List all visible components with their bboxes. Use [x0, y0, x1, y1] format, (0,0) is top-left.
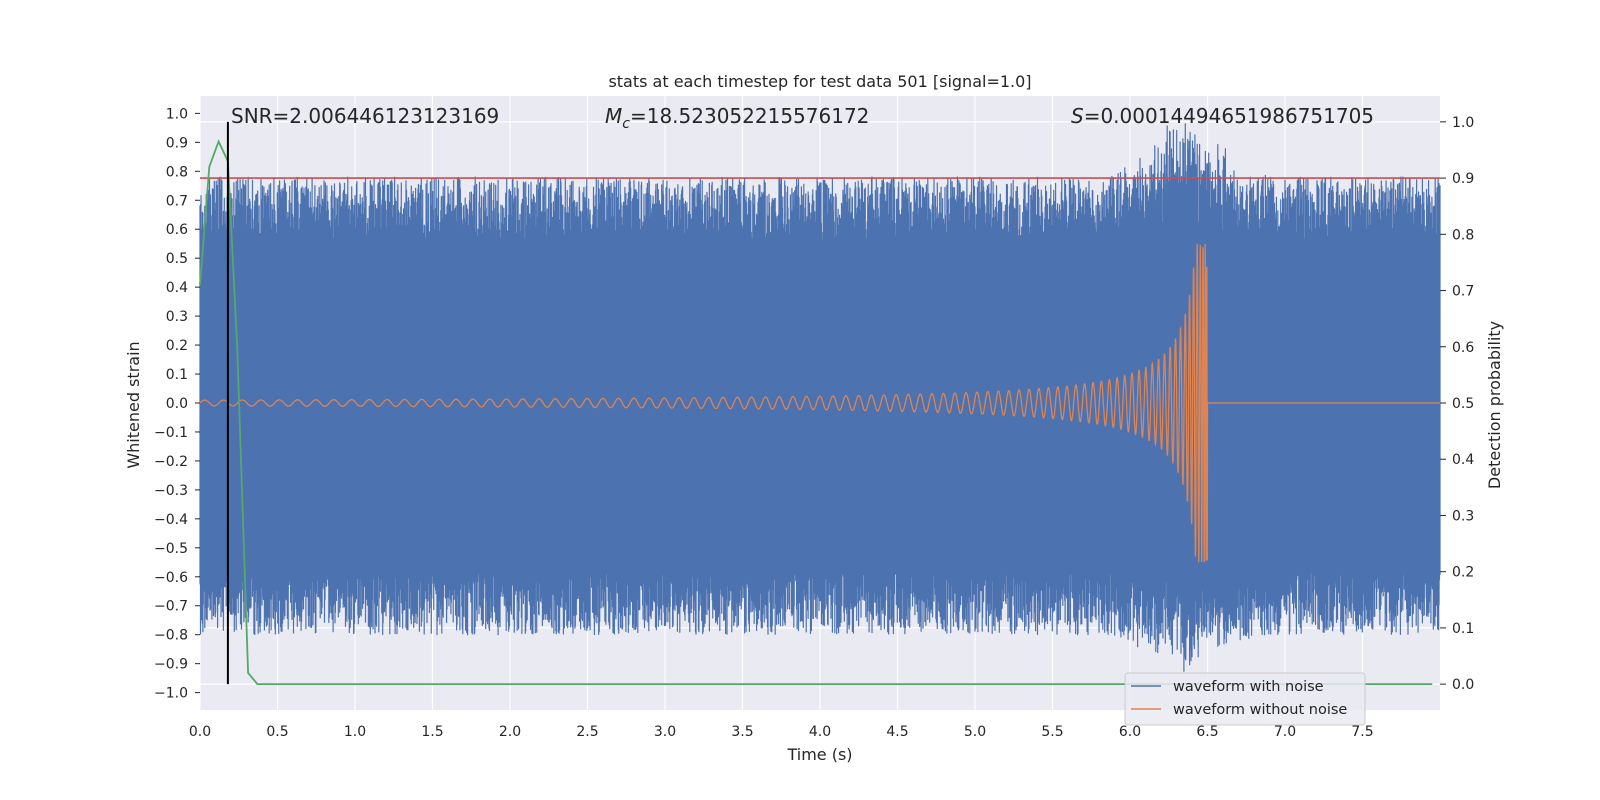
annotation-mc-symbol: M	[605, 104, 622, 128]
y-left-tick-label: 0.8	[166, 164, 188, 180]
series-detection-probability	[199, 139, 1433, 685]
x-tick-label: 4.5	[886, 724, 908, 740]
y-left-tick-label: 0.7	[166, 193, 188, 209]
y-right-tick-label: 0.7	[1452, 284, 1474, 300]
y-left-tick-label: −0.7	[154, 599, 188, 615]
y-left-tick-label: 0.5	[166, 251, 188, 267]
y-right-tick-label: 0.9	[1452, 171, 1474, 187]
legend-box	[1124, 672, 1366, 726]
x-tick-label: 6.0	[1119, 724, 1141, 740]
series-waveform-with-noise	[199, 123, 1441, 672]
y-left-tick-label: −0.3	[154, 483, 188, 499]
annotation-snr: SNR=2.006446123123169	[231, 104, 499, 128]
annotation-mc-value: =18.523052215576172	[630, 104, 869, 128]
x-tick-label: 3.0	[654, 724, 676, 740]
x-axis-ticks: 0.0 0.5 1.0 1.5 2.0 2.5 3.0 3.5 4.0 4.5 5.0 5.5 6.0 6…	[189, 724, 1374, 740]
x-tick-label: 2.0	[499, 724, 521, 740]
y-left-tick-label: −0.4	[154, 512, 188, 528]
y-left-tick-label: 0.1	[166, 367, 188, 383]
y-axis-left-ticks: 1.0 0.9 0.8 0.7 0.6 0.5 0.4 0.3 0.2 0.1 0.0 −0.1 −0.…	[154, 106, 200, 702]
annotation-s-value: =0.00014494651986751705	[1084, 104, 1374, 128]
x-tick-label: 5.0	[964, 724, 986, 740]
y-right-tick-label: 0.8	[1452, 227, 1474, 243]
y-axis-right-ticks: 1.0 0.9 0.8 0.7 0.6 0.5 0.4 0.3 0.2 0.1 0.0	[1440, 115, 1474, 693]
annotation-mc-subscript: c	[622, 116, 630, 132]
y-left-tick-label: −0.6	[154, 570, 188, 586]
y-left-tick-label: 0.6	[166, 222, 188, 238]
y-axis-right-label: Detection probability	[1485, 321, 1504, 489]
y-left-tick-label: 0.3	[166, 309, 188, 325]
y-left-tick-label: 1.0	[166, 106, 188, 122]
x-axis-label: Time (s)	[786, 745, 852, 764]
x-tick-label: 4.0	[809, 724, 831, 740]
series-waveform-without-noise	[199, 243, 1440, 563]
y-left-tick-label: 0.2	[166, 338, 188, 354]
annotation-significance: S=0.00014494651986751705	[1071, 104, 1374, 128]
y-left-tick-label: −0.8	[154, 628, 188, 644]
legend: waveform with noise waveform without noi…	[1124, 672, 1366, 726]
y-right-tick-label: 0.4	[1452, 452, 1474, 468]
x-tick-label: 1.0	[344, 724, 366, 740]
x-tick-label: 0.5	[266, 724, 288, 740]
y-right-tick-label: 1.0	[1452, 115, 1474, 131]
y-right-tick-label: 0.6	[1452, 340, 1474, 356]
x-tick-label: 3.5	[731, 724, 753, 740]
y-right-tick-label: 0.2	[1452, 565, 1474, 581]
y-left-tick-label: 0.0	[166, 396, 188, 412]
waveform-with-noise-line	[199, 123, 1441, 672]
x-tick-label: 1.5	[421, 724, 443, 740]
x-tick-label: 7.5	[1351, 724, 1373, 740]
detection-probability-line	[199, 139, 1433, 685]
y-right-tick-label: 0.5	[1452, 396, 1474, 412]
chart-title: stats at each timestep for test data 501…	[608, 72, 1031, 91]
waveform-without-noise-line	[199, 243, 1440, 563]
y-left-tick-label: −0.5	[154, 541, 188, 557]
x-tick-label: 6.5	[1196, 724, 1218, 740]
x-tick-label: 7.0	[1274, 724, 1296, 740]
annotation-chirp-mass: Mc=18.523052215576172	[605, 104, 869, 132]
x-tick-label: 5.5	[1041, 724, 1063, 740]
y-right-tick-label: 0.1	[1452, 621, 1474, 637]
y-left-tick-label: −1.0	[154, 686, 188, 702]
y-axis-left-label: Whitened strain	[124, 341, 143, 468]
y-left-tick-label: −0.1	[154, 425, 188, 441]
legend-label-waveform-with-noise: waveform with noise	[1173, 679, 1324, 695]
annotation-s-symbol: S	[1071, 104, 1084, 128]
y-left-tick-label: −0.2	[154, 454, 188, 470]
y-right-tick-label: 0.3	[1452, 508, 1474, 524]
legend-label-waveform-without-noise: waveform without noise	[1173, 702, 1347, 718]
y-left-tick-label: 0.4	[166, 280, 188, 296]
x-tick-label: 2.5	[576, 724, 598, 740]
y-right-tick-label: 0.0	[1452, 677, 1474, 693]
y-left-tick-label: 0.9	[166, 135, 188, 151]
y-left-tick-label: −0.9	[154, 657, 188, 673]
x-tick-label: 0.0	[189, 724, 211, 740]
